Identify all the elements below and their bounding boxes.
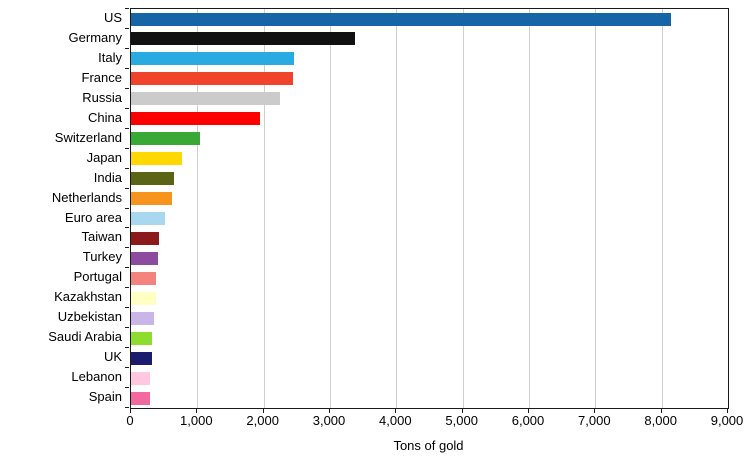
gridline — [529, 9, 530, 408]
gridline — [661, 9, 663, 408]
x-axis-title: Tons of gold — [393, 438, 464, 453]
category-label-euro-area: Euro area — [64, 209, 122, 225]
x-tick-label: 7,000 — [578, 413, 611, 428]
x-tick-label: 4,000 — [379, 413, 412, 428]
y-axis-labels: US Germany Italy France Russia China Switzerla… — [0, 8, 130, 407]
bar-russia — [131, 92, 281, 106]
category-label-spain: Spain — [88, 389, 122, 405]
x-tick-label: 0 — [126, 413, 134, 428]
plot-area — [130, 8, 729, 409]
category-label-us: US — [103, 10, 122, 25]
category-label-india: India — [93, 169, 122, 185]
bar-spain — [131, 391, 150, 405]
x-axis-labels: 0 1,000 2,000 3,000 4,000 5,000 6,000 7,000 8,00… — [0, 413, 754, 431]
gridline — [462, 9, 464, 408]
bar-france — [131, 72, 293, 86]
bar-india — [131, 172, 174, 186]
bar-portugal — [131, 271, 157, 285]
category-label-russia: Russia — [82, 89, 122, 105]
bar-uzbekistan — [131, 311, 154, 325]
x-tick-label: 1,000 — [180, 413, 213, 428]
gridline — [263, 9, 265, 408]
x-tick-label: 2,000 — [246, 413, 279, 428]
bar-germany — [131, 32, 355, 46]
x-tick-label: 9,000 — [710, 413, 744, 428]
y-tick-mark — [125, 407, 129, 408]
bar-japan — [131, 152, 182, 166]
category-label-france: France — [81, 69, 122, 85]
category-label-italy: Italy — [98, 49, 122, 65]
bar-netherlands — [131, 192, 172, 205]
x-tick-label: 5,000 — [445, 413, 478, 428]
category-label-switzerland: Switzerland — [54, 129, 122, 145]
bar-us — [131, 12, 671, 26]
category-label-uk: UK — [103, 349, 122, 365]
gridline — [396, 9, 398, 408]
x-tick-label: 8,000 — [644, 413, 677, 428]
gridline — [197, 9, 199, 408]
bar-turkey — [131, 251, 158, 265]
category-label-lebanon: Lebanon — [71, 369, 122, 385]
category-label-japan: Japan — [86, 149, 122, 165]
bar-lebanon — [131, 371, 150, 385]
category-label-germany: Germany — [68, 29, 122, 45]
bar-china — [131, 112, 261, 126]
bar-italy — [131, 52, 294, 66]
gridline — [330, 9, 331, 408]
gridline — [595, 9, 597, 408]
category-label-netherlands: Netherlands — [51, 189, 122, 205]
category-label-turkey: Turkey — [82, 249, 122, 265]
x-tick-label: 3,000 — [312, 413, 346, 428]
x-tick-label: 6,000 — [511, 413, 545, 428]
category-label-saudi-arabia: Saudi Arabia — [48, 329, 122, 345]
category-label-uzbekistan: Uzbekistan — [57, 309, 122, 325]
category-label-portugal: Portugal — [73, 269, 122, 285]
bar-switzerland — [131, 132, 200, 146]
bar-saudi-arabia — [131, 331, 153, 345]
bar-taiwan — [131, 231, 160, 245]
bar-euro-area — [131, 212, 165, 225]
bar-uk — [131, 351, 152, 365]
category-label-china: China — [88, 109, 122, 125]
category-label-kazakhstan: Kazakhstan — [54, 289, 122, 305]
category-label-taiwan: Taiwan — [81, 229, 122, 245]
bar-kazakhstan — [131, 291, 156, 305]
